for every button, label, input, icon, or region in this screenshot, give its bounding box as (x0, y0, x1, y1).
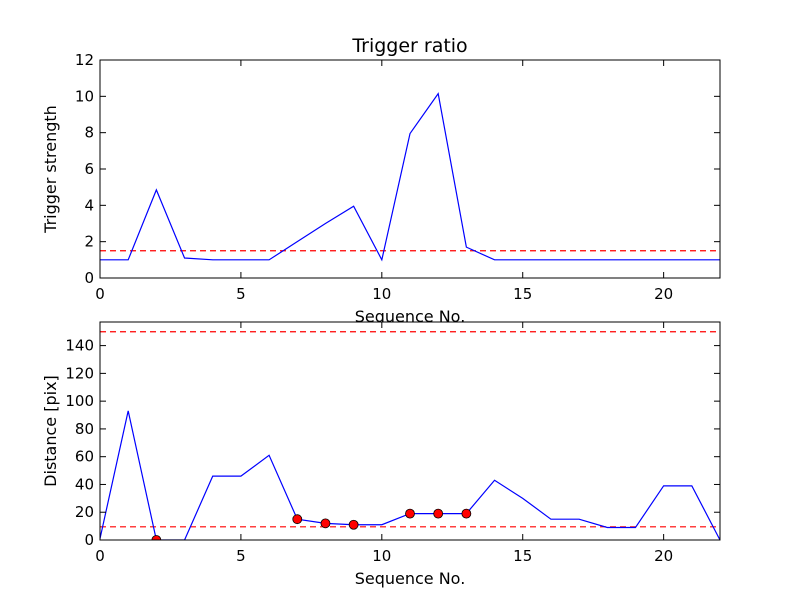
data-point (433, 508, 444, 519)
x-tick-label: 0 (95, 547, 105, 565)
data-point (320, 518, 331, 529)
x-tick-label: 20 (654, 547, 673, 565)
data-point (461, 508, 472, 519)
data-point (348, 519, 359, 530)
y-tick-label: 20 (75, 503, 94, 521)
y-tick-label: 140 (65, 337, 94, 355)
y-tick-label: 120 (65, 364, 94, 382)
y-axis-label: Trigger strength (41, 105, 60, 234)
plot-area (100, 60, 720, 278)
y-tick-label: 2 (84, 233, 94, 251)
x-tick-label: 10 (372, 285, 391, 303)
y-tick-label: 10 (75, 87, 94, 105)
y-tick-label: 4 (84, 196, 94, 214)
x-tick-label: 5 (236, 285, 246, 303)
data-point (292, 514, 303, 525)
y-tick-label: 100 (65, 392, 94, 410)
series-line-1 (100, 92, 720, 262)
y-tick-label: 12 (75, 51, 94, 69)
plot-frame (99, 321, 721, 541)
y-tick-label: 8 (84, 124, 94, 142)
y-tick-label: 6 (84, 160, 94, 178)
y-tick-label: 0 (84, 269, 94, 287)
data-point (151, 535, 162, 540)
x-tick-label: 15 (513, 547, 532, 565)
x-tick-label: 20 (654, 285, 673, 303)
y-axis-label: Distance [pix] (41, 375, 60, 487)
plot-area (100, 322, 720, 540)
plot-data (100, 331, 720, 540)
subplot-2: 0 5 10 15 20 0 20 40 60 80 100 120 140 Sequence No. Di… (41, 321, 721, 588)
y-tick-label: 80 (75, 420, 94, 438)
plot-data (100, 92, 720, 262)
subplot-1: 0 5 10 15 20 0 2 4 6 8 10 12 Sequence No. Trigger str… (41, 35, 721, 326)
y-tick-label: 60 (75, 448, 94, 466)
y-tick-label: 40 (75, 475, 94, 493)
x-axis-label: Sequence No. (355, 569, 466, 588)
y-tick-label: 0 (84, 531, 94, 549)
x-tick-label: 10 (372, 547, 391, 565)
x-tick-label: 0 (95, 285, 105, 303)
chart-title: Trigger ratio (351, 35, 467, 57)
data-point (405, 508, 415, 519)
x-axis-label: Sequence No. (355, 307, 466, 326)
x-tick-label: 15 (513, 285, 532, 303)
x-tick-label: 5 (236, 547, 246, 565)
